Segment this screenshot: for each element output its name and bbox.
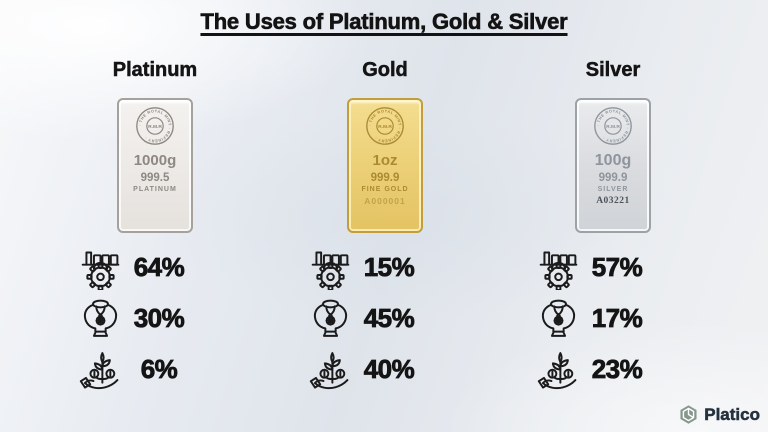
use-row-jewellery: 45% [285, 293, 485, 344]
column-title-silver: Silver [585, 59, 641, 82]
brand-logo: Platico [678, 404, 760, 425]
bar-metal-label: PLATINUM [133, 186, 177, 193]
gold-bar-image: · THE ROYAL MINT · REFINERY · R.M.R 1oz … [347, 98, 423, 233]
silver-bar-image: · THE ROYAL MINT · REFINERY · R.M.R 100g… [575, 98, 651, 233]
use-percentage: 6% [140, 354, 178, 385]
jewellery-icon [536, 296, 581, 341]
industry-icon [78, 245, 123, 290]
page-title: The Uses of Platinum, Gold & Silver [200, 9, 568, 35]
bar-purity: 999.9 [370, 172, 400, 184]
bar-purity: 999.9 [598, 172, 628, 184]
bar-weight: 1000g [133, 152, 177, 169]
bar-purity: 999.5 [140, 172, 170, 184]
royal-mint-seal-icon: · THE ROYAL MINT · REFINERY · R.M.R [594, 107, 632, 145]
use-percentage: 23% [591, 354, 643, 385]
use-percentage: 15% [363, 252, 415, 283]
column-title-platinum: Platinum [112, 59, 198, 82]
use-percentage: 40% [363, 354, 415, 385]
investment-icon [536, 347, 581, 392]
royal-mint-seal-icon: · THE ROYAL MINT · REFINERY · R.M.R [136, 107, 174, 145]
investment-icon [78, 347, 123, 392]
use-row-industry: 64% [55, 242, 255, 293]
uses-list: 15% 45% 40% [285, 242, 485, 395]
jewellery-icon [308, 296, 353, 341]
platinum-bar-image: · THE ROYAL MINT · REFINERY · R.M.R 1000… [117, 98, 193, 233]
use-row-industry: 15% [285, 242, 485, 293]
use-percentage: 17% [591, 303, 643, 334]
use-percentage: 30% [133, 303, 185, 334]
column-silver: Silver · THE ROYAL MINT · REFINERY · R.M… [513, 58, 713, 395]
use-row-investment: 6% [55, 344, 255, 395]
brand-logo-text: Platico [704, 404, 760, 424]
svg-text:R.M.R: R.M.R [606, 124, 620, 130]
investment-icon [308, 347, 353, 392]
use-percentage: 45% [363, 303, 415, 334]
svg-text:R.M.R: R.M.R [378, 124, 392, 130]
bar-metal-label: SILVER [597, 186, 629, 193]
svg-text:R.M.R: R.M.R [148, 124, 162, 130]
uses-list: 57% 17% 23% [513, 242, 713, 395]
column-title-gold: Gold [362, 59, 408, 82]
bar-weight: 100g [594, 152, 632, 169]
uses-list: 64% 30% 6% [55, 242, 255, 395]
use-row-investment: 40% [285, 344, 485, 395]
bar-metal-label: FINE GOLD [361, 186, 409, 193]
bar-serial: A000001 [364, 196, 406, 206]
use-percentage: 57% [591, 252, 643, 283]
industry-icon [536, 245, 581, 290]
use-row-jewellery: 30% [55, 293, 255, 344]
use-row-investment: 23% [513, 344, 713, 395]
use-row-industry: 57% [513, 242, 713, 293]
column-gold: Gold · THE ROYAL MINT · REFINERY · R.M.R… [285, 58, 485, 395]
use-percentage: 64% [133, 252, 185, 283]
platico-hexagon-icon [678, 404, 699, 425]
use-row-jewellery: 17% [513, 293, 713, 344]
jewellery-icon [78, 296, 123, 341]
column-platinum: Platinum · THE ROYAL MINT · REFINERY · R… [55, 58, 255, 395]
industry-icon [308, 245, 353, 290]
bar-serial: A03221 [596, 196, 630, 206]
royal-mint-seal-icon: · THE ROYAL MINT · REFINERY · R.M.R [366, 107, 404, 145]
bar-weight: 1oz [372, 152, 398, 169]
